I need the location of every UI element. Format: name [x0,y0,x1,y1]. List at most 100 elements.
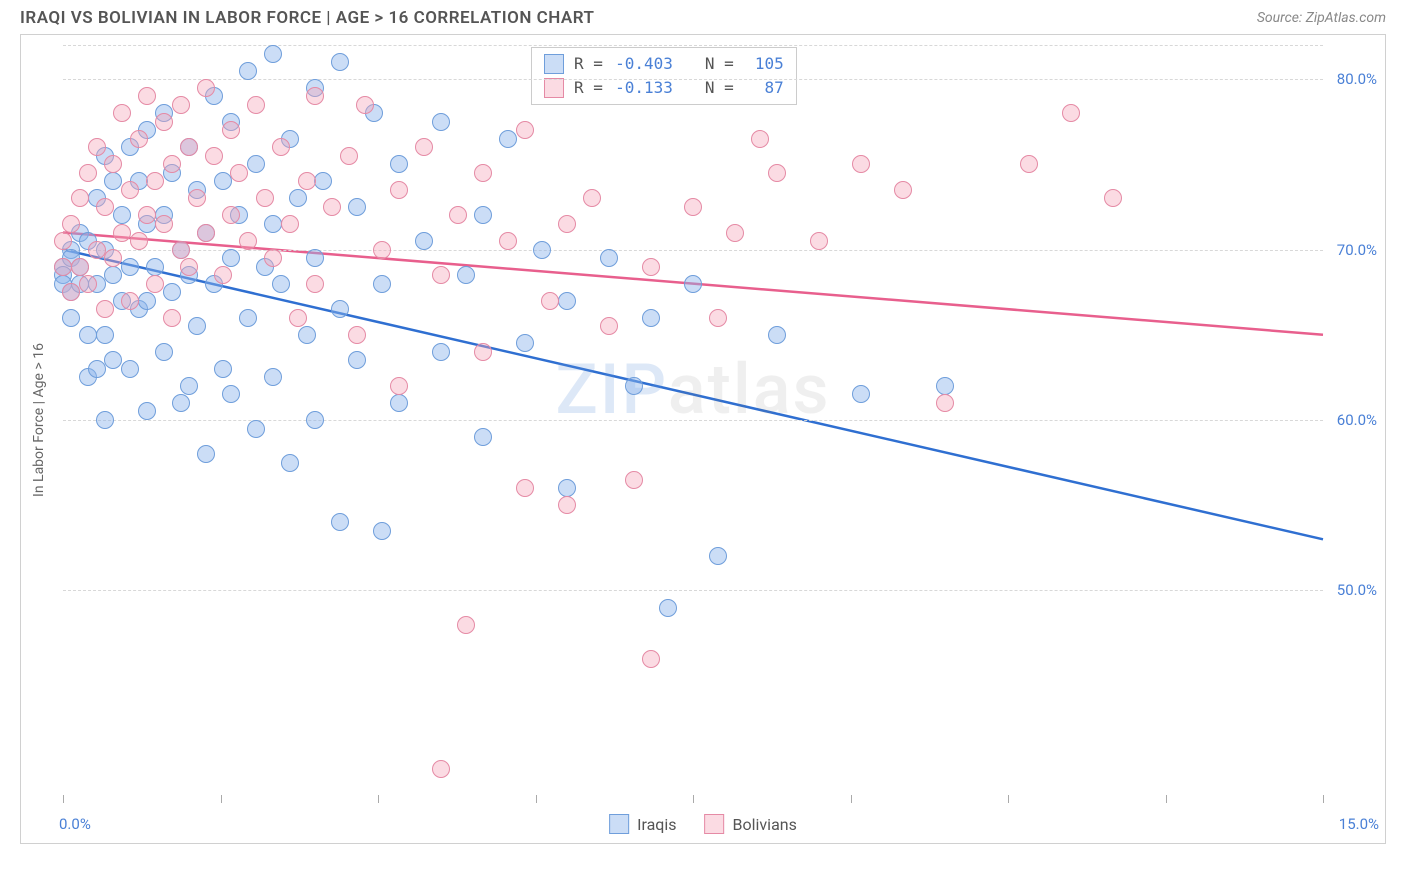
scatter-point [104,266,122,284]
scatter-point [415,138,433,156]
scatter-point [247,155,265,173]
scatter-point [197,79,215,97]
scatter-point [79,326,97,344]
scatter-point [499,232,517,250]
correlation-legend-row: R =-0.403N =105 [544,52,784,76]
scatter-point [121,181,139,199]
x-tick [1008,795,1009,803]
scatter-point [247,420,265,438]
scatter-point [62,283,80,301]
scatter-point [62,215,80,233]
legend-n-label: N = [705,52,734,76]
scatter-point [264,215,282,233]
scatter-point [113,104,131,122]
scatter-point [130,232,148,250]
legend-swatch [609,814,629,834]
scatter-point [155,113,173,131]
scatter-point [298,326,316,344]
legend-label: Iraqis [637,815,676,834]
scatter-point [726,224,744,242]
scatter-point [474,206,492,224]
scatter-point [936,394,954,412]
scatter-point [852,385,870,403]
scatter-point [348,198,366,216]
scatter-point [810,232,828,250]
scatter-point [230,164,248,182]
legend-swatch [705,814,725,834]
scatter-point [96,326,114,344]
scatter-point [558,215,576,233]
scatter-point [373,241,391,259]
watermark: ZIPatlas [556,349,831,431]
y-tick-label: 70.0% [1337,241,1377,259]
legend-swatch [544,78,564,98]
scatter-point [768,164,786,182]
watermark-suffix: atlas [668,349,831,431]
scatter-point [348,351,366,369]
scatter-point [558,496,576,514]
scatter-point [172,241,190,259]
watermark-brand: ZIP [556,349,668,431]
scatter-point [222,121,240,139]
scatter-point [205,147,223,165]
legend-swatch [544,54,564,74]
scatter-point [432,266,450,284]
scatter-point [306,87,324,105]
scatter-point [54,232,72,250]
scatter-point [373,522,391,540]
scatter-point [197,224,215,242]
scatter-point [197,445,215,463]
scatter-point [642,309,660,327]
scatter-point [415,232,433,250]
scatter-point [659,599,677,617]
scatter-point [138,402,156,420]
x-axis-max-label: 15.0% [1339,815,1379,833]
legend-label: Bolivians [733,815,797,834]
scatter-point [104,172,122,190]
scatter-point [79,164,97,182]
scatter-point [138,206,156,224]
scatter-point [894,181,912,199]
scatter-point [709,547,727,565]
scatter-point [533,241,551,259]
scatter-point [373,275,391,293]
legend-n-value: 105 [744,52,784,76]
scatter-point [96,198,114,216]
scatter-point [188,317,206,335]
scatter-point [71,189,89,207]
scatter-point [684,198,702,216]
scatter-point [272,138,290,156]
scatter-point [541,292,559,310]
scatter-point [768,326,786,344]
scatter-point [62,309,80,327]
y-tick-label: 50.0% [1337,581,1377,599]
scatter-point [121,292,139,310]
x-tick [851,795,852,803]
scatter-point [558,292,576,310]
scatter-point [356,96,374,114]
scatter-point [516,121,534,139]
scatter-point [104,351,122,369]
scatter-point [155,215,173,233]
scatter-point [558,479,576,497]
scatter-point [239,232,257,250]
scatter-point [642,650,660,668]
scatter-point [1104,189,1122,207]
legend-item: Bolivians [705,814,797,834]
scatter-point [138,292,156,310]
scatter-plot: In Labor Force | Age > 16 ZIPatlas R =-0… [63,45,1323,795]
scatter-point [289,309,307,327]
scatter-point [331,53,349,71]
scatter-point [180,258,198,276]
x-tick [536,795,537,803]
scatter-point [163,283,181,301]
scatter-point [180,377,198,395]
legend-item: Iraqis [609,814,676,834]
scatter-point [306,249,324,267]
scatter-point [155,343,173,361]
scatter-point [516,334,534,352]
x-tick [1166,795,1167,803]
correlation-legend: R =-0.403N =105R =-0.133N =87 [531,47,797,105]
grid-line [63,250,1323,251]
scatter-point [281,454,299,472]
